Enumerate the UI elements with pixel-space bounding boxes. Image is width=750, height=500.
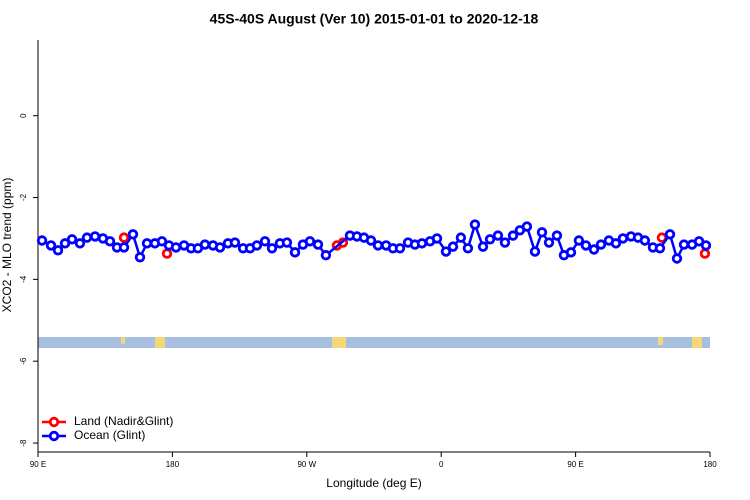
legend: Land (Nadir&Glint)Ocean (Glint) <box>42 414 173 442</box>
data-point <box>654 243 666 254</box>
legend-marker <box>48 430 60 442</box>
data-point <box>492 230 504 241</box>
data-point <box>312 239 324 250</box>
data-point <box>104 236 116 247</box>
data-point <box>678 239 690 250</box>
data-point <box>671 253 683 264</box>
land-patch <box>155 337 165 348</box>
data-point <box>45 240 57 251</box>
y-axis-label: XCO2 - MLO trend (ppm) <box>0 178 14 313</box>
x-tick-label: 180 <box>166 460 180 469</box>
data-point <box>52 245 64 256</box>
land-patch <box>332 337 346 348</box>
data-point <box>700 240 712 251</box>
data-point <box>507 230 519 241</box>
x-tick-label: 90 E <box>567 460 583 469</box>
data-point <box>664 229 676 240</box>
data-point <box>462 243 474 254</box>
y-tick-label: -4 <box>19 275 28 283</box>
data-point <box>170 242 182 253</box>
data-point <box>59 238 71 249</box>
y-tick-label: -2 <box>19 193 28 201</box>
data-point <box>455 232 467 243</box>
land-patch <box>692 337 702 348</box>
x-axis-label: Longitude (deg E) <box>326 476 421 490</box>
chart-title: 45S-40S August (Ver 10) 2015-01-01 to 20… <box>210 11 539 27</box>
data-point <box>447 241 459 252</box>
data-point <box>365 235 377 246</box>
data-point <box>372 240 384 251</box>
data-point <box>156 236 168 247</box>
x-tick-label: 90 W <box>297 460 316 469</box>
x-tick-label: 90 E <box>30 460 46 469</box>
land-patch <box>658 337 663 345</box>
data-point <box>699 248 711 259</box>
data-point <box>320 250 332 261</box>
data-point <box>127 229 139 240</box>
data-point <box>81 232 93 243</box>
data-point <box>281 237 293 248</box>
data-point <box>573 235 585 246</box>
data-point <box>610 238 622 249</box>
data-point <box>469 219 481 230</box>
data-point <box>66 234 78 245</box>
data-point <box>536 227 548 238</box>
data-point <box>580 240 592 251</box>
y-tick-label: 0 <box>19 113 28 118</box>
data-point <box>656 232 668 243</box>
data-point <box>214 242 226 253</box>
data-point <box>289 247 301 258</box>
data-point <box>477 241 489 252</box>
data-point <box>617 233 629 244</box>
data-point <box>89 231 101 242</box>
data-point <box>529 246 541 257</box>
legend-label: Ocean (Glint) <box>74 428 145 442</box>
data-point <box>588 244 600 255</box>
ocean-strip <box>38 337 710 348</box>
data-point <box>394 243 406 254</box>
x-tick-label: 180 <box>703 460 717 469</box>
data-point <box>304 236 316 247</box>
data-point <box>521 221 533 232</box>
data-point <box>229 237 241 248</box>
map-strip <box>38 337 710 348</box>
data-point <box>134 252 146 263</box>
data-point <box>440 246 452 257</box>
data-point <box>431 233 443 244</box>
data-point <box>551 230 563 241</box>
data-point <box>639 235 651 246</box>
data-point <box>251 240 263 251</box>
data-point <box>118 232 130 243</box>
data-point <box>266 243 278 254</box>
data-point <box>484 234 496 245</box>
x-tick-label: 0 <box>439 460 444 469</box>
data-point <box>118 242 130 253</box>
data-point <box>543 237 555 248</box>
land-patch <box>121 337 125 344</box>
data-point <box>161 248 173 259</box>
legend-label: Land (Nadir&Glint) <box>74 414 173 428</box>
legend-marker <box>48 416 60 428</box>
data-point <box>259 236 271 247</box>
data-point <box>36 235 48 246</box>
data-point <box>499 237 511 248</box>
data-point <box>565 247 577 258</box>
data-point <box>74 238 86 249</box>
data-point <box>199 239 211 250</box>
data-point <box>595 239 607 250</box>
data-point <box>141 238 153 249</box>
y-tick-label: -6 <box>19 357 28 365</box>
y-tick-label: -8 <box>19 439 28 447</box>
data-point <box>416 238 428 249</box>
